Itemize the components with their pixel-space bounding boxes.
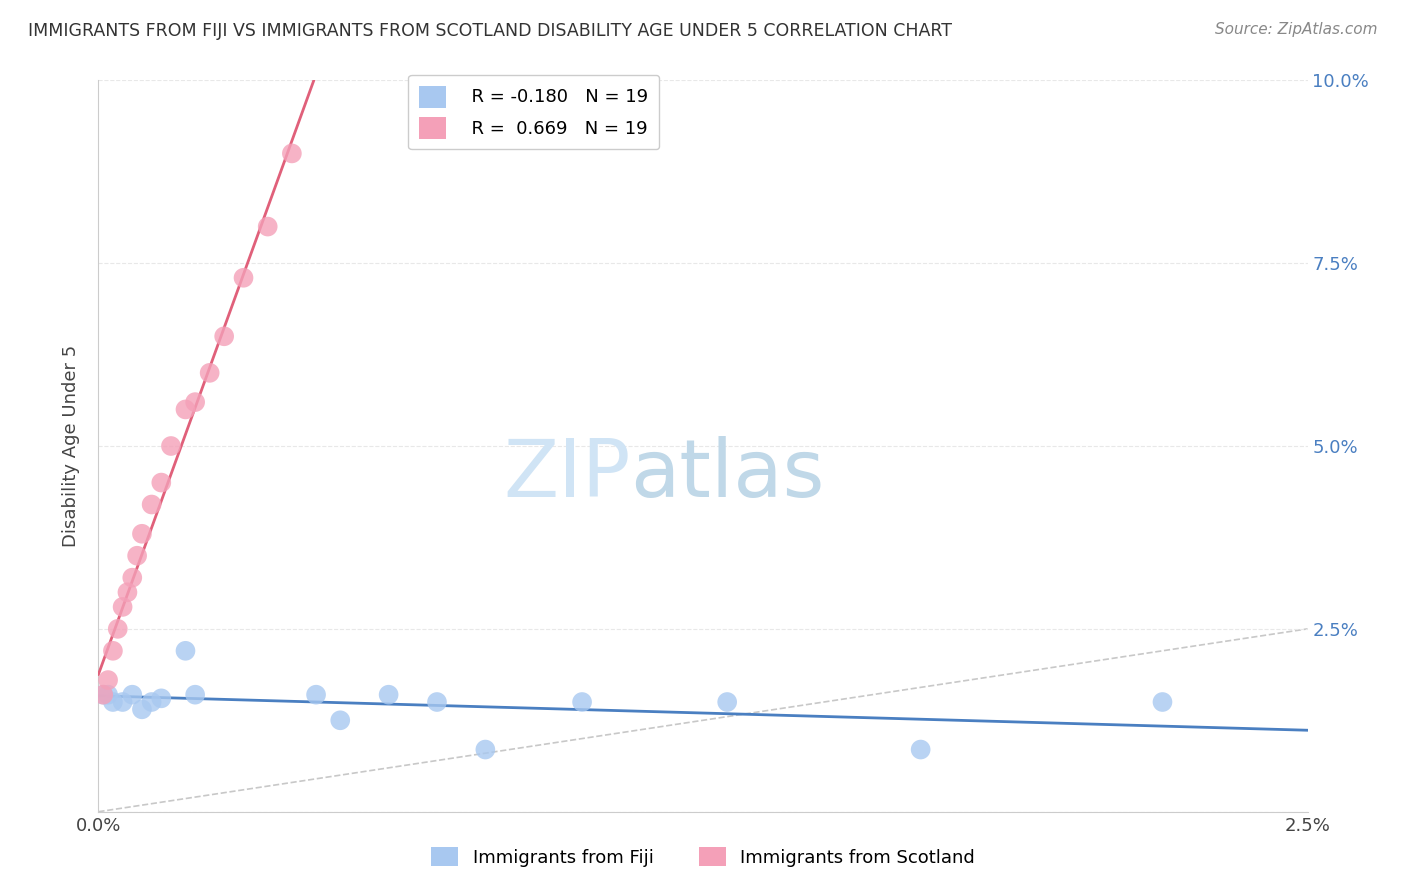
Point bbox=[111, 599, 134, 614]
Point bbox=[329, 714, 352, 728]
Point bbox=[474, 742, 496, 756]
Point bbox=[141, 695, 163, 709]
Point bbox=[121, 571, 143, 585]
Point bbox=[174, 644, 197, 658]
Text: IMMIGRANTS FROM FIJI VS IMMIGRANTS FROM SCOTLAND DISABILITY AGE UNDER 5 CORRELAT: IMMIGRANTS FROM FIJI VS IMMIGRANTS FROM … bbox=[28, 22, 952, 40]
Legend:   R = -0.180   N = 19,   R =  0.669   N = 19: R = -0.180 N = 19, R = 0.669 N = 19 bbox=[408, 75, 659, 150]
Point bbox=[232, 270, 254, 285]
Point bbox=[91, 688, 114, 702]
Point bbox=[101, 644, 124, 658]
Point bbox=[121, 688, 143, 702]
Point bbox=[117, 585, 139, 599]
Point bbox=[281, 146, 304, 161]
Point bbox=[91, 688, 114, 702]
Point bbox=[198, 366, 221, 380]
Y-axis label: Disability Age Under 5: Disability Age Under 5 bbox=[62, 345, 80, 547]
Text: Source: ZipAtlas.com: Source: ZipAtlas.com bbox=[1215, 22, 1378, 37]
Point bbox=[184, 395, 207, 409]
Point bbox=[131, 702, 153, 716]
Point bbox=[141, 498, 163, 512]
Point bbox=[377, 688, 399, 702]
Point bbox=[131, 526, 153, 541]
Point bbox=[716, 695, 738, 709]
Point bbox=[174, 402, 197, 417]
Point bbox=[107, 622, 129, 636]
Point bbox=[305, 688, 328, 702]
Point bbox=[150, 691, 173, 706]
Point bbox=[910, 742, 932, 756]
Point bbox=[426, 695, 449, 709]
Point bbox=[1152, 695, 1174, 709]
Point bbox=[256, 219, 278, 234]
Point bbox=[212, 329, 235, 343]
Text: ZIP: ZIP bbox=[503, 436, 630, 515]
Point bbox=[111, 695, 134, 709]
Point bbox=[127, 549, 149, 563]
Legend: Immigrants from Fiji, Immigrants from Scotland: Immigrants from Fiji, Immigrants from Sc… bbox=[423, 840, 983, 874]
Point bbox=[97, 673, 120, 687]
Text: atlas: atlas bbox=[630, 436, 825, 515]
Point bbox=[571, 695, 593, 709]
Point bbox=[101, 695, 124, 709]
Point bbox=[97, 688, 120, 702]
Point bbox=[150, 475, 173, 490]
Point bbox=[160, 439, 183, 453]
Point bbox=[184, 688, 207, 702]
